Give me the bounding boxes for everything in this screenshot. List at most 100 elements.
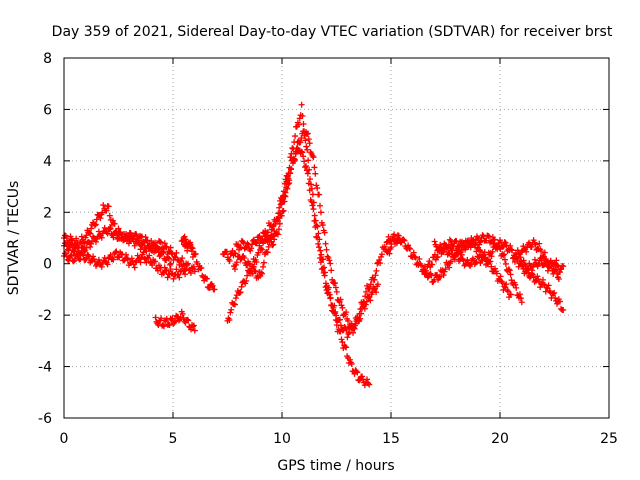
y-tick-label: -6	[38, 411, 52, 427]
data-point	[316, 244, 323, 251]
y-tick-label: 2	[43, 205, 52, 221]
data-point	[429, 261, 436, 268]
data-point	[198, 264, 205, 271]
data-point	[499, 243, 506, 250]
data-point	[317, 209, 324, 216]
data-point	[304, 170, 311, 177]
data-point	[104, 261, 111, 268]
data-point	[301, 158, 308, 165]
data-point	[161, 240, 168, 247]
data-point	[551, 289, 558, 296]
data-point	[99, 209, 106, 216]
data-point	[290, 155, 297, 162]
data-point	[378, 251, 385, 258]
data-point	[244, 272, 251, 279]
data-point	[539, 276, 546, 283]
data-point	[246, 261, 253, 268]
data-point	[434, 253, 441, 260]
series-track-f	[180, 240, 196, 254]
data-point	[223, 248, 230, 255]
data-point	[166, 261, 173, 268]
x-tick-label: 10	[273, 431, 291, 447]
data-point	[107, 252, 114, 259]
data-point	[116, 235, 123, 242]
data-point	[304, 130, 311, 137]
chart-title: Day 359 of 2021, Sidereal Day-to-day VTE…	[52, 24, 613, 40]
data-point	[160, 323, 167, 330]
data-point	[317, 247, 324, 254]
data-point	[545, 264, 552, 271]
data-point	[203, 275, 210, 282]
data-point	[503, 281, 510, 288]
data-point	[271, 227, 278, 234]
data-point	[167, 266, 174, 273]
data-point	[302, 164, 309, 171]
data-point	[133, 231, 140, 238]
data-point	[482, 261, 489, 268]
data-point	[286, 177, 293, 184]
data-point	[306, 140, 313, 147]
data-point	[307, 176, 314, 183]
data-point	[517, 295, 524, 302]
data-point	[63, 235, 70, 242]
data-point	[497, 237, 503, 244]
data-point	[258, 269, 265, 276]
data-point	[316, 236, 323, 243]
data-point	[232, 295, 239, 302]
data-point	[374, 281, 381, 288]
data-point	[109, 255, 116, 262]
data-point	[513, 284, 520, 291]
data-point	[442, 266, 449, 273]
data-point	[509, 247, 516, 254]
data-point	[191, 268, 198, 275]
x-tick-label: 15	[382, 431, 400, 447]
data-point	[345, 317, 352, 324]
data-point	[163, 243, 170, 250]
data-point	[306, 166, 313, 173]
data-point	[412, 254, 419, 261]
data-point	[146, 252, 153, 259]
data-point	[550, 265, 557, 272]
series-track-d	[152, 308, 198, 334]
x-tick-label: 20	[491, 431, 509, 447]
data-point	[332, 284, 339, 291]
data-point	[280, 198, 287, 205]
data-point	[299, 149, 306, 156]
x-tick-label: 0	[60, 431, 69, 447]
data-point	[252, 240, 259, 247]
data-point	[276, 210, 283, 217]
data-point	[173, 266, 180, 273]
data-point	[309, 202, 316, 209]
data-point	[111, 220, 118, 227]
data-point	[356, 377, 363, 384]
data-point	[550, 290, 557, 297]
data-point	[302, 137, 309, 144]
data-point	[453, 247, 460, 254]
data-point	[465, 243, 472, 250]
data-point	[456, 256, 463, 263]
data-point	[493, 270, 500, 277]
data-point	[187, 270, 194, 277]
data-point	[179, 255, 186, 262]
data-point	[97, 215, 104, 222]
data-point	[482, 255, 489, 262]
data-point	[438, 243, 445, 250]
y-tick-label: 8	[43, 51, 52, 67]
data-point	[544, 267, 551, 274]
data-point	[364, 376, 371, 383]
series-track-l	[431, 237, 567, 313]
data-point	[123, 230, 130, 237]
data-point	[226, 258, 233, 265]
data-point	[101, 254, 108, 261]
data-point	[288, 166, 295, 173]
data-point	[152, 239, 159, 246]
data-point	[91, 222, 98, 229]
data-point	[426, 258, 433, 265]
data-point	[93, 216, 100, 223]
data-point	[109, 217, 116, 224]
data-point	[458, 251, 465, 258]
data-point	[189, 323, 196, 330]
data-point	[167, 244, 174, 251]
data-point	[253, 239, 260, 246]
data-point	[103, 207, 110, 214]
